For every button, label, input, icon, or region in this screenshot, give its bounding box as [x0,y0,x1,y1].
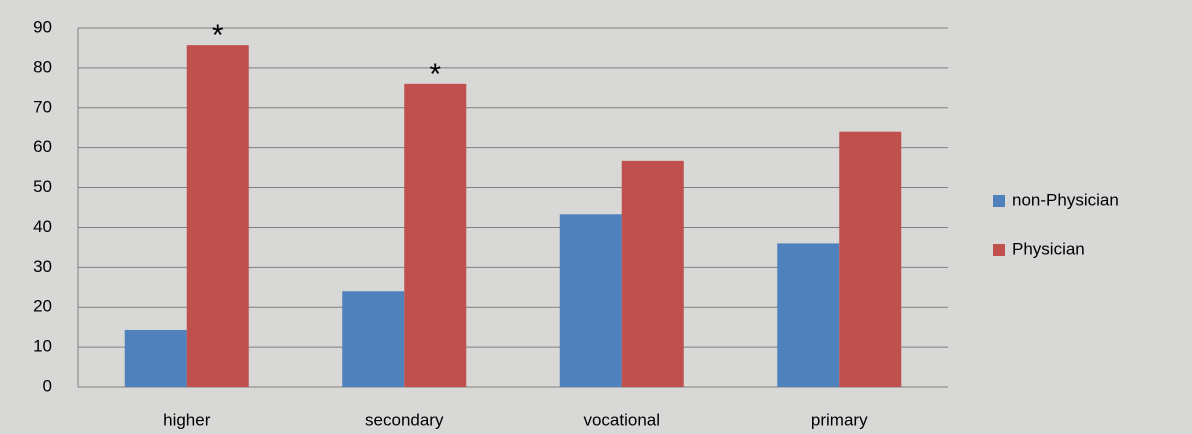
y-tick-label: 50 [33,177,52,196]
bar [777,243,840,387]
bar [124,329,187,387]
legend-swatch [993,195,1005,207]
bar [404,83,467,387]
bar [342,291,405,387]
y-tick-label: 40 [33,217,52,236]
y-tick-label: 0 [43,376,52,395]
x-tick-label: primary [811,410,868,429]
y-tick-label: 10 [33,337,52,356]
y-tick-label: 70 [33,97,52,116]
bar [186,45,249,387]
annotation: * [212,19,224,52]
x-tick-label: vocational [583,410,660,429]
legend-label: non-Physician [1012,190,1119,209]
y-tick-label: 30 [33,257,52,276]
y-tick-label: 80 [33,57,52,76]
x-tick-label: higher [163,410,211,429]
y-tick-label: 20 [33,297,52,316]
annotation: * [429,58,441,91]
bar [621,160,684,387]
y-tick-label: 60 [33,137,52,156]
bar [559,214,622,387]
legend-swatch [993,244,1005,256]
legend-label: Physician [1012,239,1085,258]
y-tick-label: 90 [33,17,52,36]
bar [839,131,902,387]
x-tick-label: secondary [365,410,444,429]
